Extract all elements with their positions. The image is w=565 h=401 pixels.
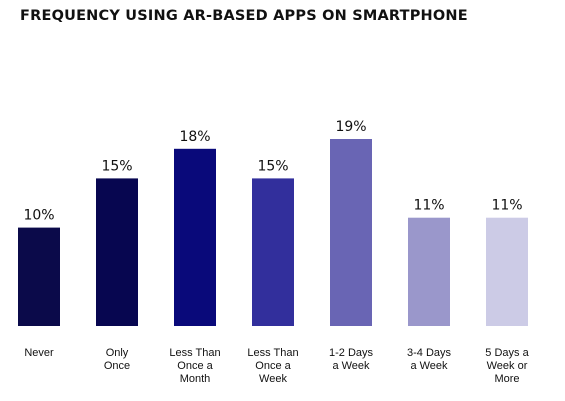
category-label-line: a Week bbox=[410, 360, 448, 372]
category-label: 3-4 Days a Week bbox=[407, 347, 452, 372]
category-label: 1-2 Days a Week bbox=[329, 347, 374, 372]
category-label: Never bbox=[24, 347, 54, 359]
category-label-line: Once a bbox=[177, 360, 213, 372]
bar bbox=[96, 178, 138, 326]
category-label-line: a Week bbox=[332, 360, 370, 372]
category-label-line: Only bbox=[106, 347, 129, 359]
data-label: 15% bbox=[257, 158, 288, 174]
bar bbox=[486, 217, 528, 326]
category-label-line: Week or bbox=[487, 360, 528, 372]
category-label-line: More bbox=[494, 373, 519, 385]
bar bbox=[18, 227, 60, 326]
category-label-line: Once bbox=[104, 360, 130, 372]
bar bbox=[408, 217, 450, 326]
category-label-line: 5 Days a bbox=[485, 347, 529, 359]
category-label: Only Once bbox=[104, 347, 130, 372]
category-label: 5 Days a Week or More bbox=[485, 347, 529, 385]
bar bbox=[330, 139, 372, 326]
category-label-line: 3-4 Days bbox=[407, 347, 452, 359]
category-label-line: Less Than bbox=[247, 347, 298, 359]
category-label-line: Never bbox=[24, 347, 54, 359]
bars-group bbox=[18, 139, 528, 326]
chart-title: FREQUENCY USING AR-BASED APPS ON SMARTPH… bbox=[20, 8, 468, 24]
data-label: 15% bbox=[101, 158, 132, 174]
category-label-line: 1-2 Days bbox=[329, 347, 374, 359]
value-labels-group: 10% 15% 18% 15% 19% 11% 11% bbox=[23, 119, 522, 224]
category-label-line: Month bbox=[180, 373, 211, 385]
bar bbox=[174, 148, 216, 326]
category-label: Less Than Once a Week bbox=[247, 347, 298, 385]
data-label: 18% bbox=[179, 129, 210, 145]
data-label: 10% bbox=[23, 208, 54, 224]
data-label: 11% bbox=[413, 198, 444, 214]
category-label-line: Once a bbox=[255, 360, 291, 372]
category-label-line: Less Than bbox=[169, 347, 220, 359]
category-label: Less Than Once a Month bbox=[169, 347, 220, 385]
category-label-line: Week bbox=[259, 373, 287, 385]
data-label: 19% bbox=[335, 119, 366, 135]
data-label: 11% bbox=[491, 198, 522, 214]
bar bbox=[252, 178, 294, 326]
